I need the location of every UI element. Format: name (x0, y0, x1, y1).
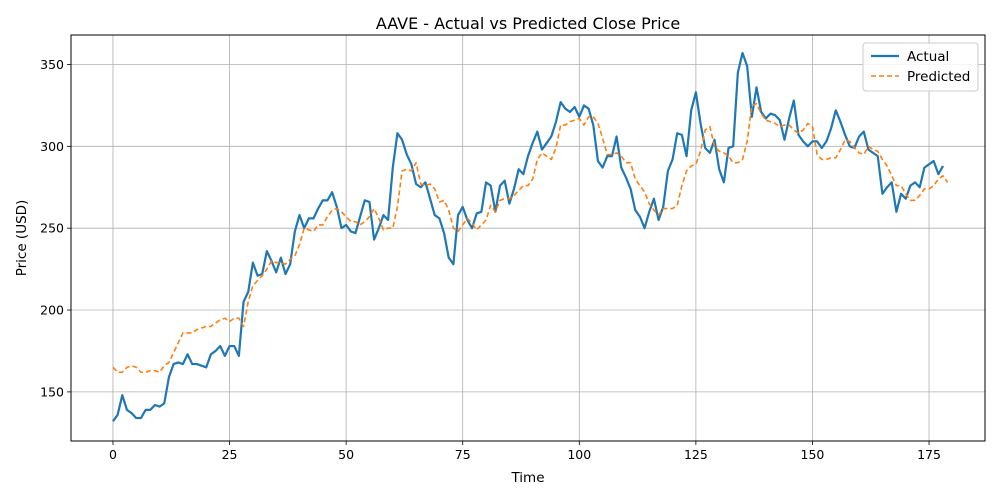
y-axis-label: Price (USD) (14, 200, 30, 277)
series-line-actual (112, 51, 944, 422)
series-line-predicted (112, 102, 949, 374)
grid (71, 35, 985, 441)
axis-ticks: 0 25 50 75 100 125 150 175 150 200 250 300 350 (40, 57, 941, 462)
y-tick-label: 350 (40, 57, 64, 72)
x-tick-label: 150 (801, 447, 825, 462)
y-tick-label: 200 (40, 303, 64, 318)
y-tick-label: 150 (40, 384, 64, 399)
x-tick-label: 75 (455, 447, 471, 462)
x-tick-label: 25 (222, 447, 238, 462)
legend-label-actual: Actual (907, 49, 949, 65)
x-tick-label: 175 (917, 447, 941, 462)
legend-label-predicted: Predicted (907, 69, 970, 85)
x-tick-label: 125 (684, 447, 708, 462)
x-tick-label: 100 (567, 447, 591, 462)
x-tick-label: 0 (109, 447, 117, 462)
y-tick-label: 300 (40, 139, 64, 154)
y-tick-label: 250 (40, 221, 64, 236)
plot-frame (70, 34, 986, 442)
chart-title: AAVE - Actual vs Predicted Close Price (376, 14, 680, 33)
legend: Actual Predicted (862, 42, 979, 92)
x-tick-label: 50 (338, 447, 354, 462)
x-axis-label: Time (510, 470, 544, 486)
series-layer (112, 51, 949, 422)
